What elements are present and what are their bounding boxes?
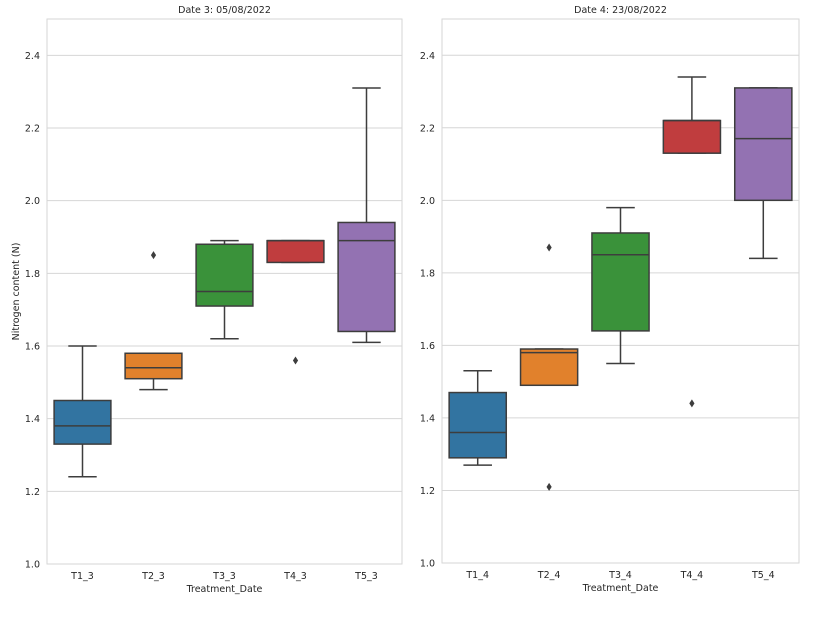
y-tick-label: 1.4: [25, 414, 40, 425]
y-tick-label: 2.2: [25, 124, 40, 135]
box-body: [733, 87, 793, 202]
outlier-point: [292, 356, 299, 365]
x-tick-label: T3_3: [212, 571, 236, 582]
box-T1_4: [448, 370, 508, 466]
box-body: [591, 232, 650, 332]
box-body: [53, 399, 112, 445]
y-tick-label: 1.8: [25, 269, 40, 280]
y-axis-label: Nitrogen content (N): [11, 243, 22, 341]
plot-frame: [46, 18, 403, 565]
y-tick-label: 1.8: [420, 268, 435, 279]
x-tick-label: T4_3: [283, 571, 307, 582]
box-body: [124, 352, 183, 380]
x-tick-label: T2_4: [537, 570, 561, 581]
x-tick-label: T1_3: [70, 571, 94, 582]
x-tick-label: T3_4: [608, 570, 632, 581]
y-tick-label: 1.2: [420, 486, 435, 497]
box-T2_3: [124, 251, 183, 391]
box-body: [266, 239, 325, 264]
box-T5_4: [733, 87, 793, 260]
y-tick-label: 1.4: [420, 413, 435, 424]
right-chart-panel: 1.0 1.2 1.4 1.6 1.8 2.0 2.2 2.4 T1_4 T2_4 T3_4 T4_4…: [420, 5, 800, 594]
y-tick-label: 1.0: [420, 559, 435, 570]
outlier-point: [689, 399, 695, 408]
box-body: [519, 348, 579, 387]
outlier-point: [150, 251, 157, 260]
y-tick-label: 2.2: [420, 123, 435, 134]
x-tick-label: T5_3: [354, 571, 378, 582]
chart-title: Date 3: 05/08/2022: [178, 5, 271, 16]
box-T4_4: [662, 76, 722, 408]
box-body: [195, 243, 254, 307]
box-T3_3: [195, 239, 254, 340]
y-tick-label: 2.0: [420, 196, 435, 207]
box-T3_4: [591, 206, 650, 365]
box-T1_3: [53, 345, 112, 478]
y-tick-label: 2.0: [25, 196, 40, 207]
x-axis-label: Treatment_Date: [582, 583, 659, 594]
box-T2_4: [519, 243, 579, 491]
chart-title: Date 4: 23/08/2022: [574, 5, 667, 16]
y-tick-label: 1.6: [420, 341, 435, 352]
box-T4_3: [266, 239, 325, 365]
x-tick-label: T2_3: [141, 571, 165, 582]
outlier-point: [546, 243, 552, 252]
outlier-point: [546, 482, 552, 491]
plot-frame: [441, 18, 800, 564]
y-tick-label: 1.0: [25, 560, 40, 571]
box-body: [662, 119, 722, 154]
y-tick-label: 2.4: [420, 51, 435, 62]
x-tick-label: T4_4: [680, 570, 704, 581]
x-axis-label: Treatment_Date: [186, 584, 263, 595]
box-body: [448, 391, 508, 459]
x-tick-label: T1_4: [465, 570, 489, 581]
box-T5_3: [337, 87, 396, 344]
x-tick-label: T5_4: [751, 570, 775, 581]
box-body: [337, 221, 396, 333]
y-tick-label: 2.4: [25, 51, 40, 62]
y-tick-label: 1.2: [25, 487, 40, 498]
y-tick-label: 1.6: [25, 342, 40, 353]
left-chart-panel: 1.0 1.2 1.4 1.6 1.8 2.0 2.2 2.4 T1_3 T2_3 T3_3 T4_3…: [11, 5, 403, 595]
